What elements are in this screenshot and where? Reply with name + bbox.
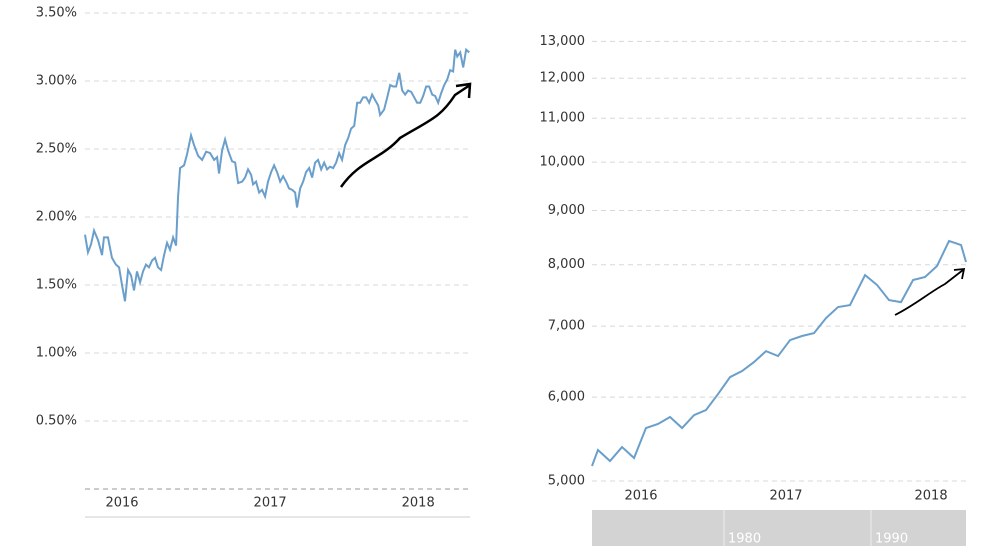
y-tick-label: 3.00% <box>36 74 77 89</box>
y-tick-label: 12,000 <box>540 71 586 86</box>
y-tick-label: 10,000 <box>540 155 586 170</box>
line-series <box>84 47 470 302</box>
x-tick-label: 2016 <box>624 489 657 504</box>
y-tick-label: 2.50% <box>36 142 77 157</box>
x-tick-label: 2018 <box>915 489 948 504</box>
y-tick-label: 3.50% <box>36 6 77 21</box>
y-tick-label: 1.00% <box>36 346 77 361</box>
y-tick-label: 7,000 <box>548 319 585 334</box>
y-tick-label: 1.50% <box>36 278 77 293</box>
y-tick-label: 11,000 <box>540 111 586 126</box>
charts: 0.50% 1.00% 1.50% 2.00% 2.50% 3.00% 3.50% 2016 2… <box>36 6 967 547</box>
navigator <box>592 510 966 546</box>
y-tick-label: 6,000 <box>548 390 585 405</box>
y-tick-label: 0.50% <box>36 414 77 429</box>
trend-arrow <box>894 269 964 316</box>
arrowhead <box>953 267 966 280</box>
navigator-label: 1990 <box>875 532 908 547</box>
x-tick-label: 2017 <box>254 496 287 511</box>
line-series <box>591 239 967 467</box>
navigator-label: 1980 <box>728 532 761 547</box>
x-tick-label: 2018 <box>402 496 435 511</box>
arrowhead <box>455 82 472 99</box>
y-tick-label: 13,000 <box>540 34 586 49</box>
x-tick-label: 2016 <box>105 496 138 511</box>
y-tick-label: 9,000 <box>548 203 585 218</box>
y-tick-label: 5,000 <box>548 474 585 489</box>
y-tick-label: 8,000 <box>548 257 585 272</box>
trend-arrow <box>339 83 471 188</box>
x-tick-label: 2017 <box>769 489 802 504</box>
y-tick-label: 2.00% <box>36 210 77 225</box>
